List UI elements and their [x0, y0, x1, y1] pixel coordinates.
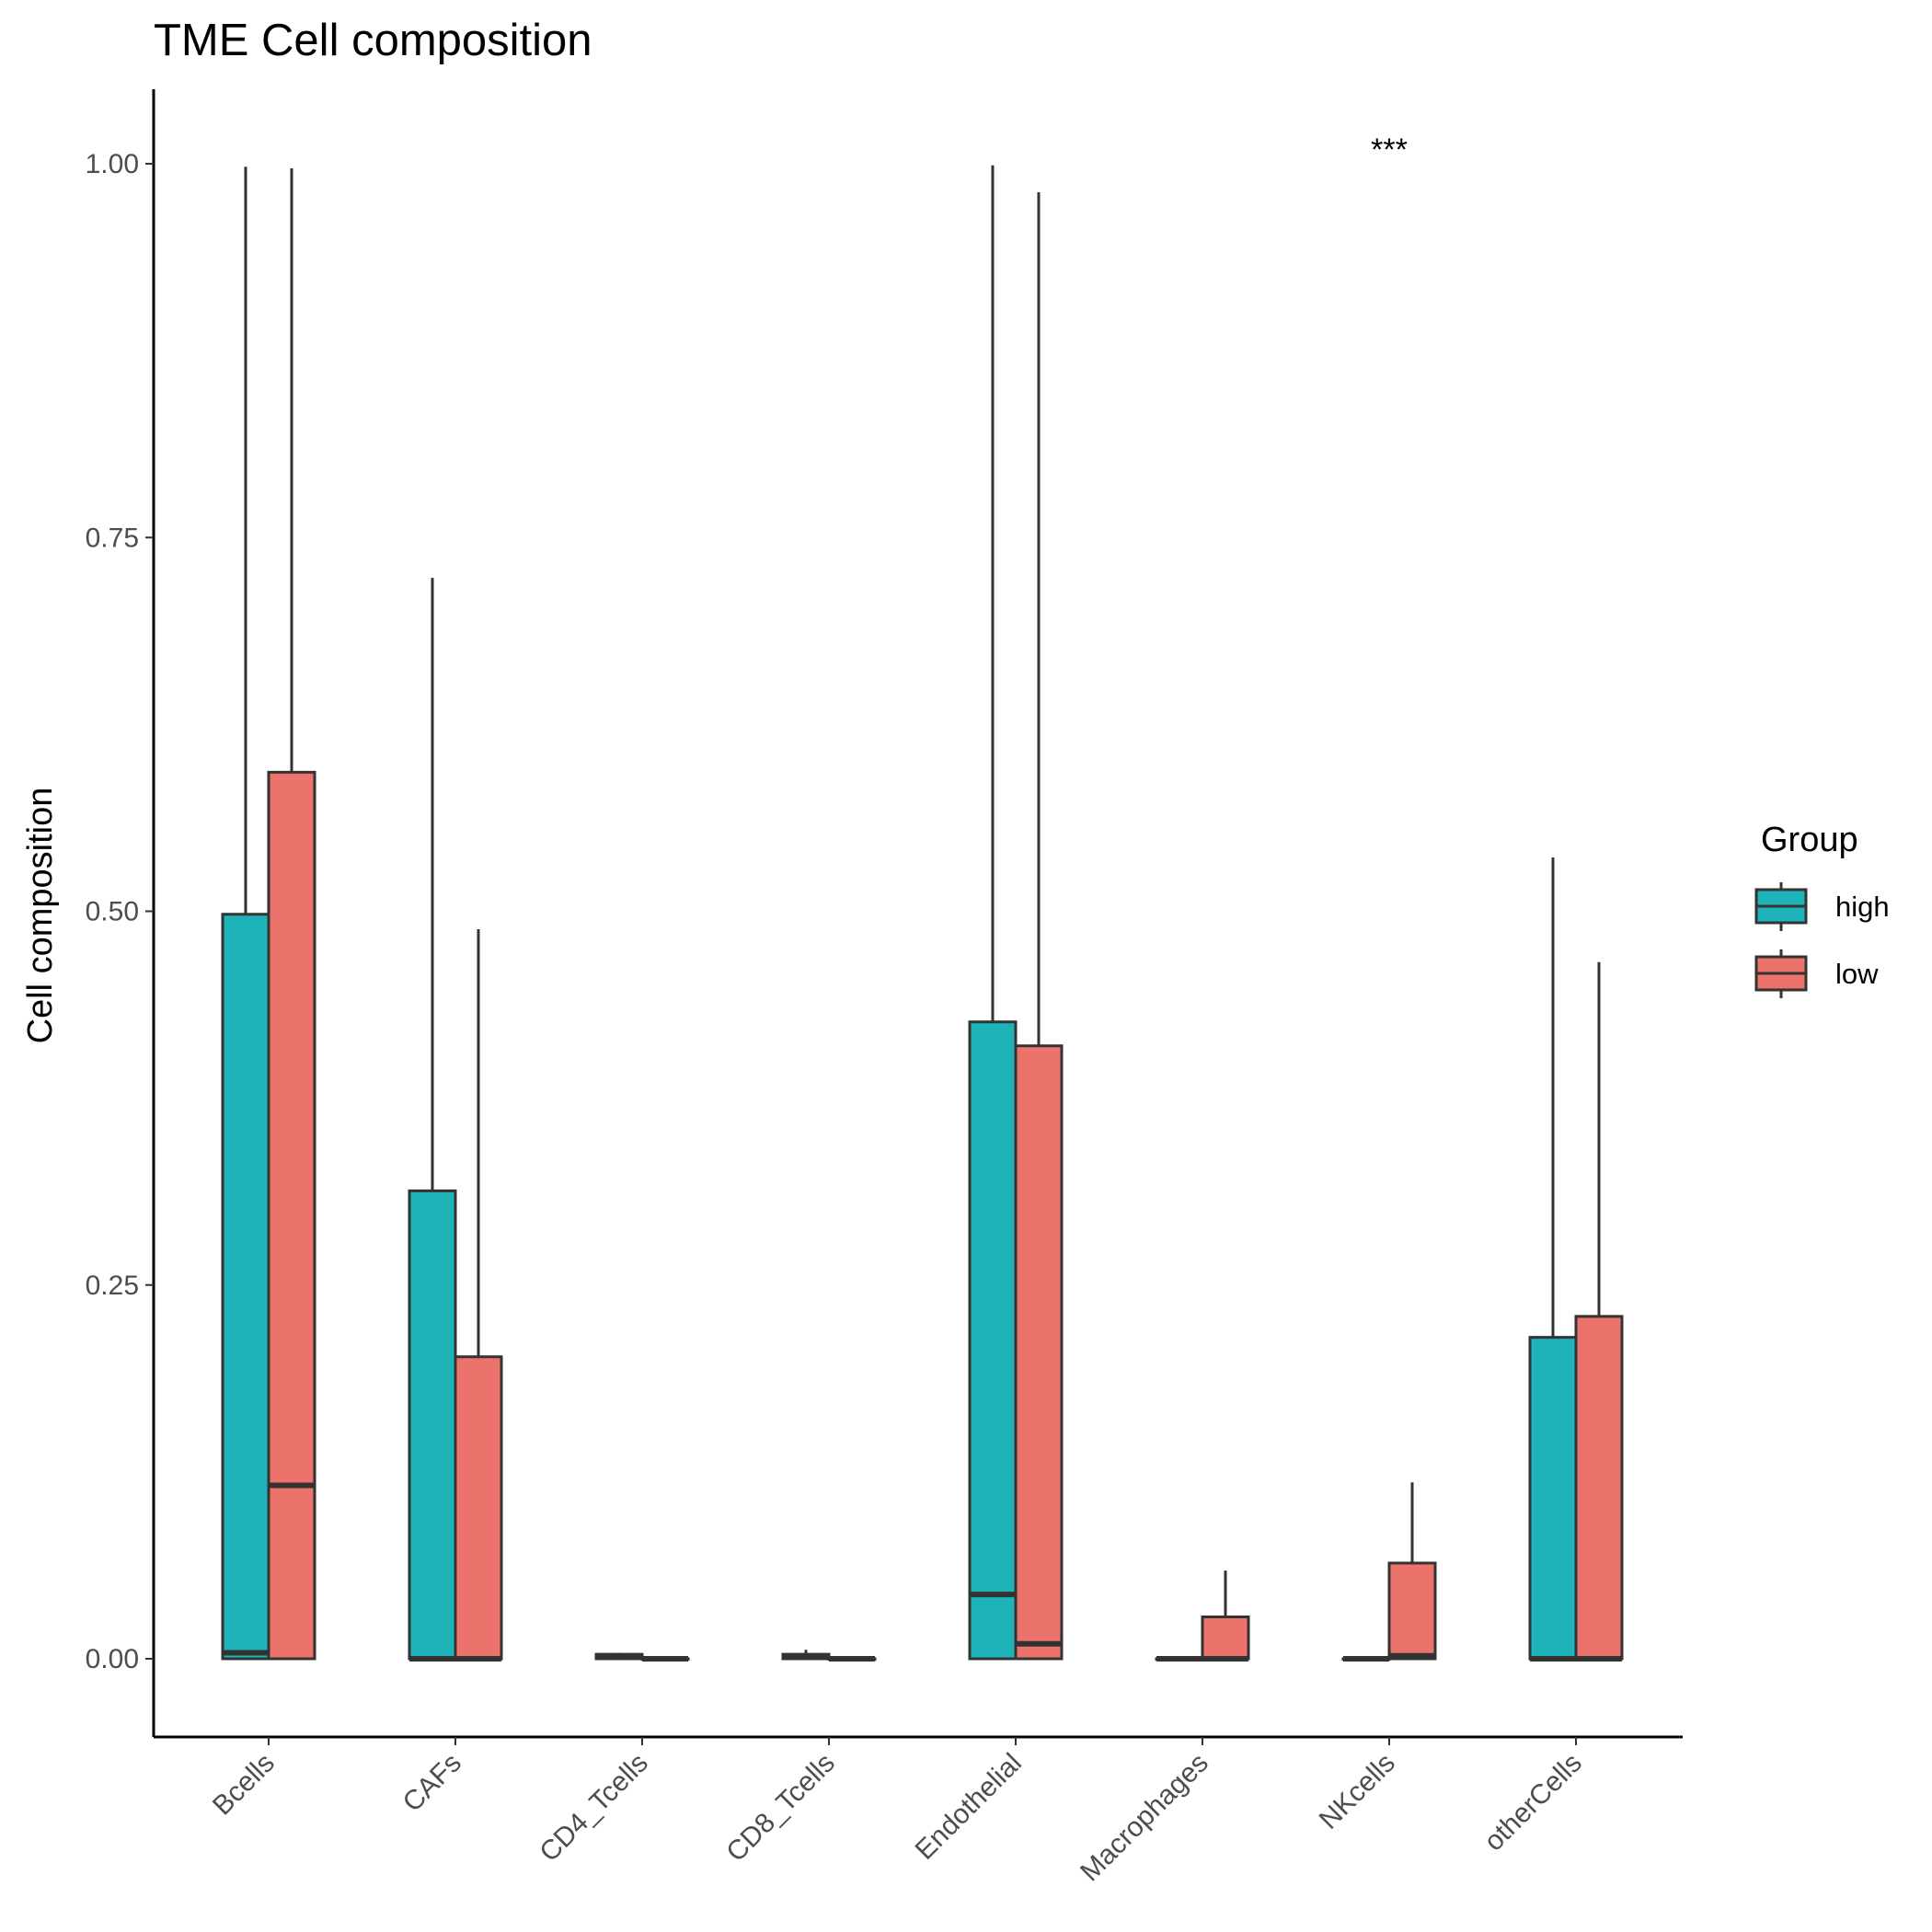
box-low-Bcells: [267, 167, 316, 1661]
box-low-Endothelial: [1014, 191, 1064, 1661]
box-rect: [221, 913, 270, 1661]
x-tick-label: Bcells: [207, 1748, 281, 1822]
box-low-CAFs: [454, 929, 503, 1662]
legend-item-low: low: [1754, 949, 1879, 998]
box-rect: [408, 1189, 457, 1661]
x-tick-label: NKcells: [1314, 1748, 1401, 1835]
y-tick-label: 1.00: [86, 149, 139, 179]
box-low-Macrophages: [1201, 1570, 1250, 1662]
x-tick-label: CD8_Tcells: [720, 1748, 841, 1869]
legend-title: Group: [1761, 821, 1858, 859]
box-high-Bcells: [221, 167, 270, 1661]
box-low-CD4_Tcells: [640, 1656, 690, 1662]
box-high-Endothelial: [968, 165, 1018, 1661]
y-tick-label: 0.00: [86, 1644, 139, 1674]
box-rect: [1014, 1044, 1064, 1661]
box-rect: [1201, 1616, 1250, 1661]
box-high-CD8_Tcells: [781, 1650, 831, 1661]
box-rect: [1528, 1336, 1578, 1661]
box-rect: [454, 1355, 503, 1661]
legend-label-low: low: [1835, 958, 1879, 990]
x-tick-label: otherCells: [1478, 1748, 1588, 1857]
box-high-CD4_Tcells: [594, 1652, 644, 1661]
box-high-otherCells: [1528, 857, 1578, 1662]
box-rect: [267, 770, 316, 1661]
y-tick-label: 0.25: [86, 1271, 139, 1301]
box-rect: [968, 1020, 1018, 1661]
y-axis-label: Cell composition: [21, 788, 60, 1044]
box-high-NKcells: [1341, 1656, 1391, 1662]
y-tick-label: 0.75: [86, 523, 139, 553]
x-tick-label: Endothelial: [910, 1748, 1028, 1866]
chart-title: TME Cell composition: [154, 16, 592, 65]
legend: Group high low: [1754, 821, 1890, 998]
significance-label: ***: [1371, 132, 1408, 167]
box-low-NKcells: [1387, 1482, 1437, 1661]
box-high-CAFs: [408, 578, 457, 1662]
plot-area: 0.00 0.25 0.50 0.75 1.00 Bcells CAFs CD4_Tcells…: [86, 89, 1683, 1887]
box-high-Macrophages: [1155, 1656, 1204, 1662]
y-tick-label: 0.50: [86, 897, 139, 927]
legend-item-high: high: [1754, 882, 1890, 931]
x-tick-label: CD4_Tcells: [534, 1748, 654, 1869]
box-low-otherCells: [1574, 961, 1624, 1662]
x-tick-label: Macrophages: [1075, 1748, 1214, 1888]
legend-label-high: high: [1835, 891, 1890, 923]
x-tick-label: CAFs: [397, 1748, 467, 1818]
box-rect: [1574, 1315, 1624, 1661]
box-low-CD8_Tcells: [827, 1656, 877, 1662]
box-rect: [1387, 1561, 1437, 1661]
